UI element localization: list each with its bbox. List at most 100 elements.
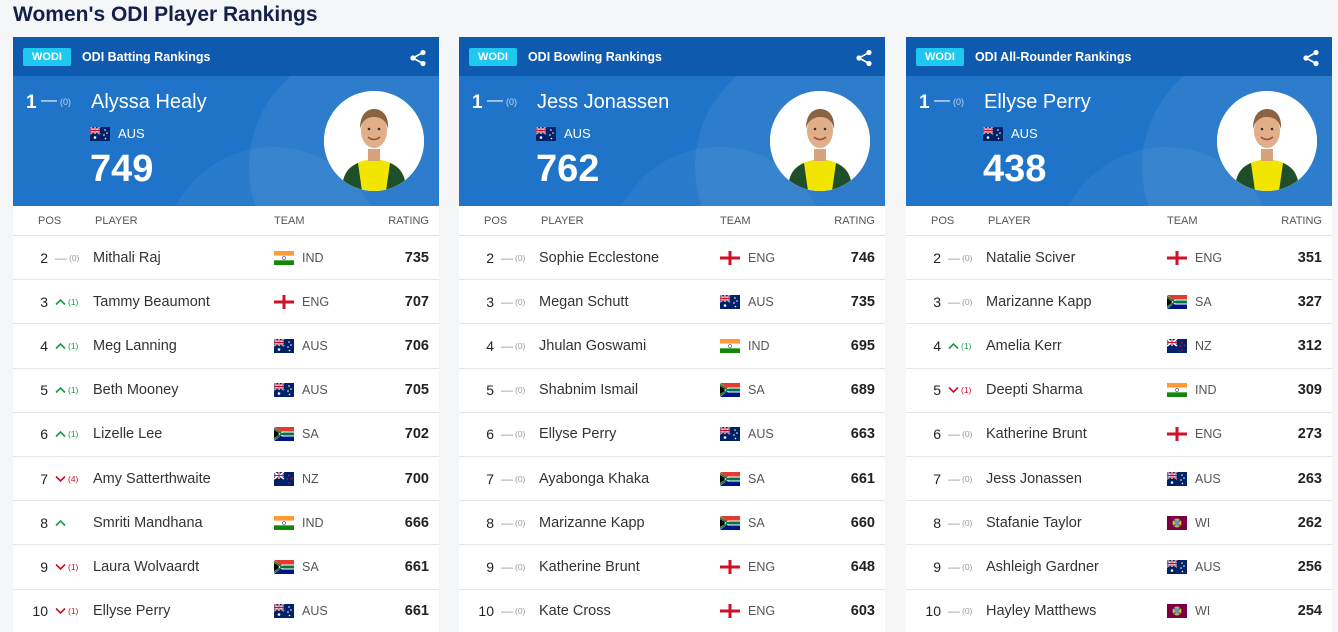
table-row[interactable]: 5 (1) Beth Mooney AUS 705 [13,369,439,413]
leader-rating: 762 [536,148,600,190]
player-name[interactable]: Ayabonga Khaka [539,470,650,487]
player-name[interactable]: Ashleigh Gardner [986,558,1099,575]
row-position: 4 [486,337,494,354]
leader-name[interactable]: Ellyse Perry [984,91,1091,113]
player-name[interactable]: Stafanie Taylor [986,514,1082,531]
player-name[interactable]: Mithali Raj [93,249,161,266]
player-name[interactable]: Amelia Kerr [986,337,1062,354]
rank-change: (1) [48,385,83,395]
team-code: ENG [1195,427,1223,442]
table-row[interactable]: 4 (1) Amelia Kerr NZ 312 [906,324,1332,369]
rank-change: — (0) [948,294,973,309]
player-name[interactable]: Kate Cross [539,603,611,620]
leader-name[interactable]: Alyssa Healy [91,91,207,113]
no-change-icon: — [501,294,513,309]
table-row[interactable]: 9 — (0) Katherine Brunt ENG 648 [459,545,885,590]
table-row[interactable]: 8 — (0) Stafanie Taylor WI 262 [906,501,1332,546]
player-name[interactable]: Hayley Matthews [986,603,1097,620]
team-code: SA [748,515,765,530]
table-header: POS PLAYER TEAM RATING [13,206,439,236]
table-row[interactable]: 6 (1) Lizelle Lee SA 702 [13,413,439,457]
table-row[interactable]: 7 (4) Amy Satterthwaite NZ 700 [13,457,439,502]
player-rating: 735 [404,249,429,266]
table-row[interactable]: 9 — (0) Ashleigh Gardner AUS 256 [906,545,1332,590]
player-name[interactable]: Jess Jonassen [986,470,1082,487]
leader-position: 1 [919,92,930,113]
row-position: 4 [40,337,48,354]
header-rating: RATING [388,214,429,227]
player-name[interactable]: Katherine Brunt [986,426,1087,443]
table-row[interactable]: 3 (1) Tammy Beaumont ENG 707 [13,280,439,325]
table-row[interactable]: 4 — (0) Jhulan Goswami IND 695 [459,324,885,369]
table-row[interactable]: 8 Smriti Mandhana IND 666 [13,501,439,546]
player-name[interactable]: Sophie Ecclestone [539,249,660,266]
table-row[interactable]: 2 — (0) Sophie Ecclestone ENG 746 [459,236,885,281]
row-position: 10 [32,603,48,620]
down-arrow-icon [55,608,66,615]
table-row[interactable]: 10 — (0) Hayley Matthews WI 254 [906,590,1332,632]
player-name[interactable]: Marizanne Kapp [986,293,1092,310]
table-row[interactable]: 5 — (0) Shabnim Ismail SA 689 [459,369,885,413]
card-header: WODI ODI Bowling Rankings 1— (0) Jess Jonass… [459,37,885,206]
player-rating: 702 [404,426,429,443]
table-row[interactable]: 9 (1) Laura Wolvaardt SA 661 [13,545,439,590]
player-rating: 735 [850,293,875,310]
no-change-icon: — [948,294,960,309]
up-arrow-icon [55,342,66,350]
eng-flag-icon [1167,250,1187,265]
player-name[interactable]: Smriti Mandhana [93,514,203,531]
share-icon[interactable] [409,49,427,67]
table-row[interactable]: 3 — (0) Megan Schutt AUS 735 [459,280,885,325]
table-row[interactable]: 7 — (0) Jess Jonassen AUS 263 [906,457,1332,502]
table-row[interactable]: 10 (1) Ellyse Perry AUS 661 [13,590,439,632]
share-icon[interactable] [855,49,873,67]
share-icon[interactable] [1302,49,1320,67]
sa-flag-icon [273,559,294,574]
table-row[interactable]: 8 — (0) Marizanne Kapp SA 660 [459,501,885,546]
table-row[interactable]: 2 — (0) Natalie Sciver ENG 351 [906,236,1332,281]
player-name[interactable]: Jhulan Goswami [539,337,647,354]
team-cell: SA [719,515,815,530]
team-code: ENG [748,604,776,619]
team-code: AUS [302,338,328,353]
team-cell: IND [1167,383,1262,398]
player-name[interactable]: Ellyse Perry [539,426,617,443]
leader-rating: 749 [90,148,154,190]
leader-team: AUS [1011,126,1038,141]
table-row[interactable]: 6 — (0) Katherine Brunt ENG 273 [906,413,1332,457]
table-row[interactable]: 10 — (0) Kate Cross ENG 603 [459,590,885,632]
player-name[interactable]: Shabnim Ismail [539,382,639,399]
no-change-icon: — [55,250,67,265]
row-position: 10 [925,603,941,620]
player-name[interactable]: Meg Lanning [93,337,177,354]
table-row[interactable]: 5 (1) Deepti Sharma IND 309 [906,369,1332,413]
header-team: TEAM [720,214,751,227]
row-position: 6 [40,426,48,443]
leader-rating: 438 [983,148,1047,190]
table-row[interactable]: 3 — (0) Marizanne Kapp SA 327 [906,280,1332,325]
no-change-icon: — [501,250,513,265]
player-name[interactable]: Natalie Sciver [986,249,1076,266]
player-name[interactable]: Tammy Beaumont [93,293,210,310]
table-row[interactable]: 4 (1) Meg Lanning AUS 706 [13,324,439,369]
player-rating: 661 [850,470,875,487]
player-name[interactable]: Laura Wolvaardt [93,558,200,575]
player-name[interactable]: Katherine Brunt [539,558,640,575]
player-name[interactable]: Lizelle Lee [93,426,163,443]
leader-change: — (0) [487,92,517,109]
player-rating: 689 [850,382,875,399]
player-rating: 706 [404,337,429,354]
player-name[interactable]: Amy Satterthwaite [93,470,211,487]
player-name[interactable]: Marizanne Kapp [539,514,645,531]
header-team: TEAM [274,214,305,227]
player-name[interactable]: Ellyse Perry [93,603,171,620]
player-name[interactable]: Beth Mooney [93,382,179,399]
table-row[interactable]: 7 — (0) Ayabonga Khaka SA 661 [459,457,885,502]
table-row[interactable]: 2 — (0) Mithali Raj IND 735 [13,236,439,281]
player-name[interactable]: Deepti Sharma [986,382,1083,399]
header-rating: RATING [1281,214,1322,227]
player-name[interactable]: Megan Schutt [539,293,629,310]
table-row[interactable]: 6 — (0) Ellyse Perry AUS 663 [459,413,885,457]
leader-name[interactable]: Jess Jonassen [537,91,670,113]
team-cell: ENG [274,294,369,309]
